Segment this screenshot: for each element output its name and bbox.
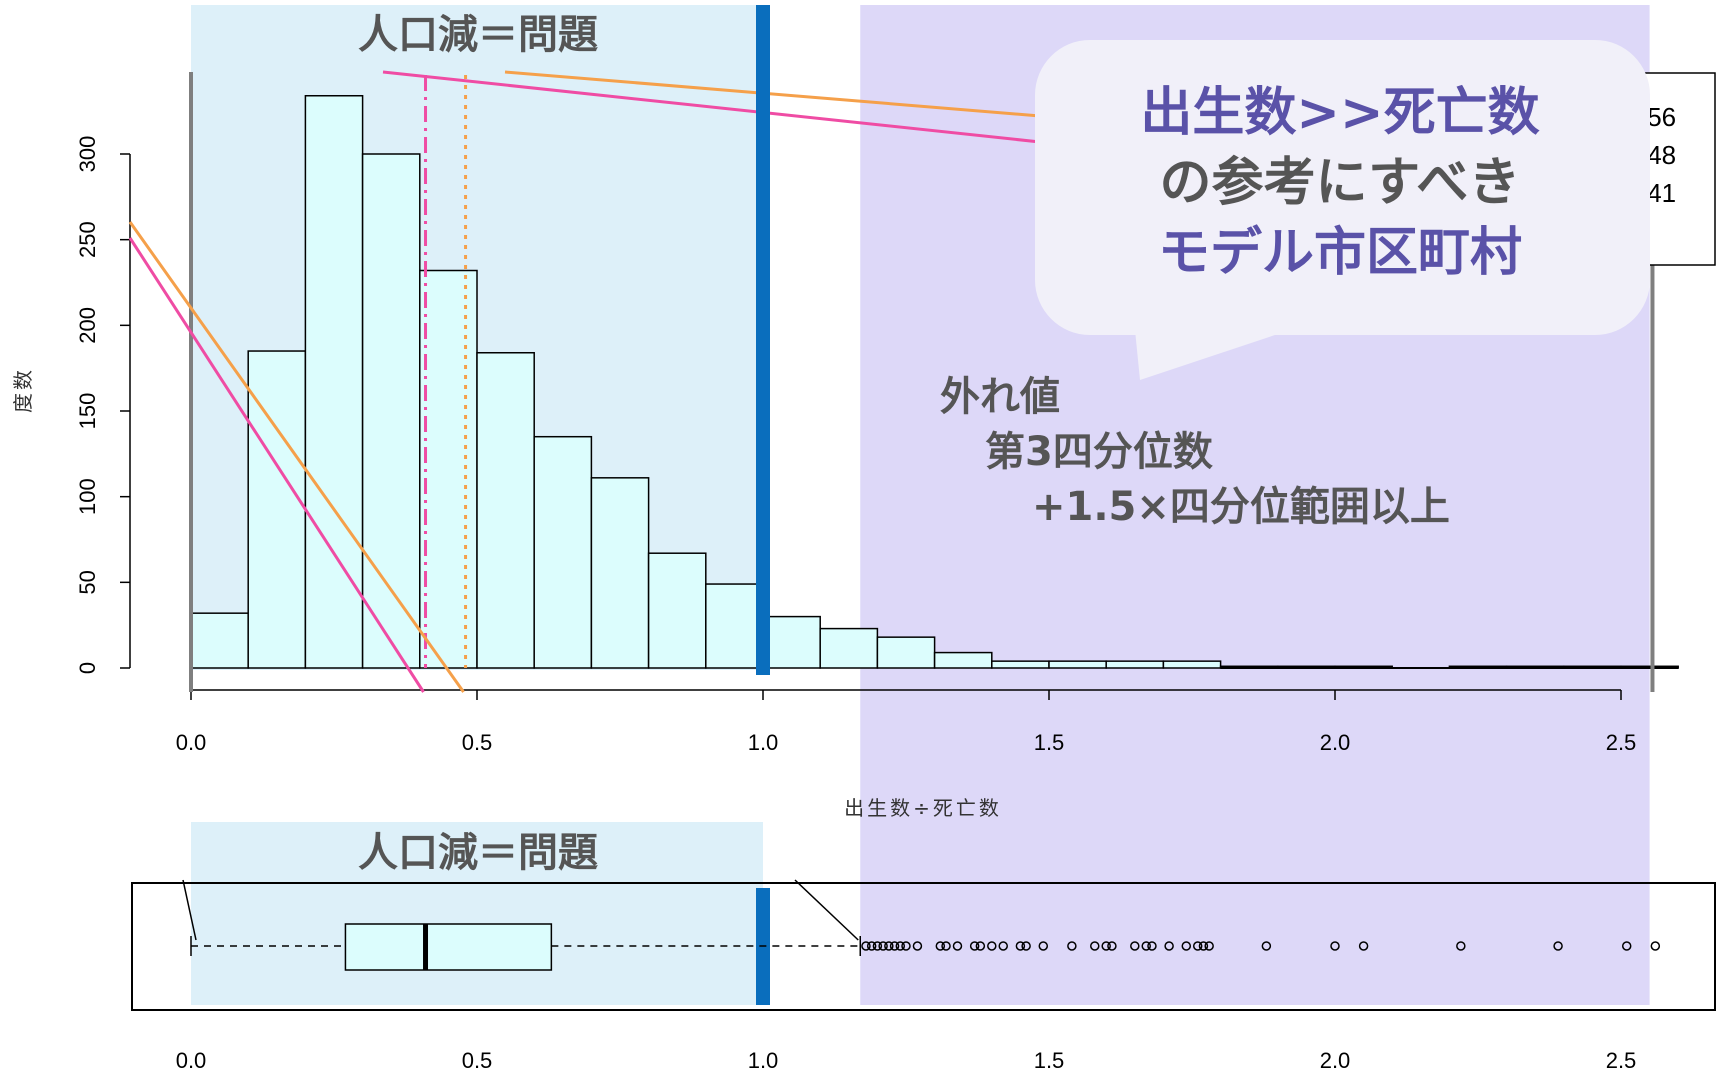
outlier-point (912, 941, 923, 951)
outlier-point (935, 941, 946, 951)
histogram-bar (304, 94, 364, 669)
pointer-line-high (794, 879, 859, 941)
outlier-point (1330, 941, 1340, 951)
outlier-point (1101, 941, 1111, 951)
outlier-point (884, 941, 894, 951)
histogram-bar (190, 612, 249, 669)
outlier-point (1090, 941, 1100, 951)
orange-connector-left (128, 221, 465, 693)
outlier-point (1650, 941, 1661, 951)
histogram-axes: 0.0 0.5 1.0 1.5 2.0 2.5 0 50 100 150 200 250 300 (75, 136, 1636, 755)
x-axis-title: 出生数÷死亡数 (844, 796, 1002, 820)
outlier-point (941, 941, 951, 951)
histogram-bar (1162, 660, 1222, 669)
y-tick-label: 250 (75, 221, 100, 258)
outlier-point (952, 941, 963, 951)
x-tick-label: 0.0 (176, 730, 207, 755)
histogram-bar (476, 351, 535, 669)
outlier-point (1358, 941, 1369, 951)
outlier-point (1192, 941, 1203, 951)
histogram-bar (819, 627, 879, 669)
histogram-bar (1105, 660, 1165, 669)
x-tick-label: 0.5 (462, 730, 493, 755)
outlier-point (861, 941, 871, 951)
outlier-point (1107, 941, 1117, 951)
outlier-point (1067, 941, 1077, 951)
boxplot-x-tick-label: 0.0 (176, 1048, 207, 1072)
bubble-line-2: の参考にすべき (1160, 153, 1521, 213)
top-region-label: 人口減＝問題 (358, 12, 598, 58)
outlier-point (1181, 941, 1192, 951)
outlier-point (1456, 941, 1466, 951)
outlier-label-1: 外れ値 (940, 374, 1060, 420)
outlier-point (969, 941, 980, 951)
histogram-bar (991, 660, 1050, 669)
outlier-point (866, 941, 877, 951)
pointer-line-low (182, 879, 197, 941)
outlier-point (895, 941, 906, 951)
box-iqr (344, 923, 553, 971)
histogram-bar (876, 636, 936, 669)
outlier-point (1015, 941, 1026, 951)
histogram-bar (361, 153, 421, 669)
y-tick-label: 200 (75, 307, 100, 344)
histogram-bar (647, 552, 707, 669)
outlier-point (987, 941, 997, 951)
outlier-point (1198, 941, 1209, 951)
boxplot-x-tick-label: 1.0 (748, 1048, 779, 1072)
outlier-point (1038, 941, 1049, 951)
bubble-line-1: 出生数>>死亡数 (1140, 83, 1539, 143)
boxplot-x-tick-label: 2.0 (1320, 1048, 1351, 1072)
pink-connector-top (382, 70, 1041, 144)
histogram-bar (419, 269, 478, 669)
outlier-point (998, 941, 1008, 951)
outlier-point (878, 941, 888, 951)
outlier-point (1261, 941, 1272, 951)
outlier-point (1147, 941, 1157, 951)
outlier-point (872, 941, 883, 951)
orange-connector-top (504, 70, 1041, 118)
y-tick-label: 0 (75, 662, 100, 674)
speech-bubble: 出生数>>死亡数 の参考にすべき モデル市区町村 (1035, 40, 1650, 380)
left-region-bottom (191, 822, 763, 1005)
x-tick-label: 1.0 (748, 730, 779, 755)
y-tick-label: 150 (75, 393, 100, 430)
outlier-point (1021, 941, 1031, 951)
boxplot-x-tick-label: 2.5 (1606, 1048, 1637, 1072)
y-axis-title: 度数 (11, 367, 35, 413)
outlier-point (889, 941, 900, 951)
boxplot-x-tick-label: 1.5 (1034, 1048, 1065, 1072)
x-tick-label: 2.0 (1320, 730, 1351, 755)
bottom-region-label: 人口減＝問題 (358, 830, 598, 876)
histogram-bar (762, 615, 821, 669)
outlier-point (975, 941, 986, 951)
outlier-label-3: +1.5×四分位範囲以上 (1032, 484, 1450, 530)
x-tick-label: 2.5 (1606, 730, 1637, 755)
histogram-bar (533, 435, 593, 669)
boxplot: 0.0 0.5 1.0 1.5 2.0 2.5 (131, 879, 1716, 1072)
histogram-bar (705, 583, 764, 669)
y-tick-label: 100 (75, 478, 100, 515)
outlier-point (1164, 941, 1174, 951)
boxplot-frame (131, 882, 1716, 1011)
reference-lines (128, 5, 1655, 693)
pink-connector-left (128, 237, 425, 693)
outlier-label-2: 第3四分位数 (985, 429, 1213, 475)
y-tick-label: 50 (75, 570, 100, 594)
outlier-point (1130, 941, 1140, 951)
outlier-point (901, 941, 911, 951)
x-tick-label: 1.5 (1034, 730, 1065, 755)
y-tick-label: 300 (75, 136, 100, 173)
outlier-point (1141, 941, 1151, 951)
boxplot-x-tick-label: 0.5 (462, 1048, 493, 1072)
histogram-bar (1048, 660, 1107, 669)
outlier-point (1621, 941, 1632, 951)
histogram-bar (933, 651, 993, 669)
bubble-line-3: モデル市区町村 (1158, 223, 1522, 283)
outlier-point (1553, 941, 1563, 951)
outlier-point (1204, 941, 1214, 951)
threshold-line-top (756, 5, 770, 675)
histogram-bar (590, 477, 650, 669)
